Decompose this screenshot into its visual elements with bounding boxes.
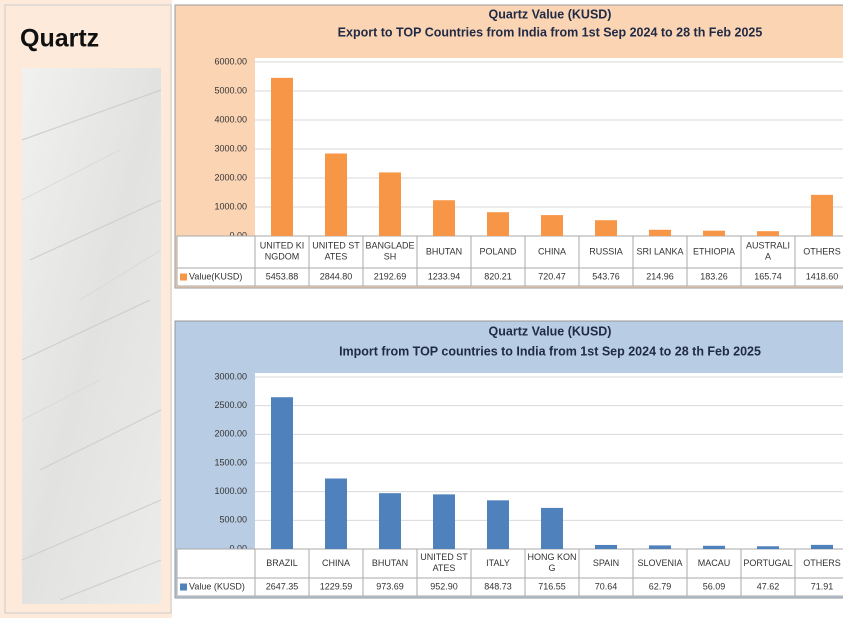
bar	[757, 231, 779, 236]
data-label: 2192.69	[374, 271, 407, 281]
y-tick-label: 2000.00	[214, 429, 247, 439]
y-tick-label: 500.00	[219, 515, 247, 525]
x-tick-label: AUSTRALI A	[746, 241, 790, 262]
bar	[703, 230, 725, 236]
x-tick-label: BHUTAN	[426, 246, 462, 256]
bar	[811, 194, 833, 236]
y-tick-label: 1500.00	[214, 457, 247, 467]
y-tick-label: 5000.00	[214, 85, 247, 95]
y-tick-label: 4000.00	[214, 114, 247, 124]
legend-label: Value(KUSD)	[189, 271, 242, 281]
x-tick-label: SRI LANKA	[636, 246, 683, 256]
y-tick-label: 2000.00	[214, 172, 247, 182]
legend-label: Value (KUSD)	[189, 581, 245, 591]
x-tick-label: MACAU	[698, 558, 731, 568]
bar	[595, 544, 617, 549]
x-tick-label: SLOVENIA	[637, 558, 682, 568]
data-label: 973.69	[376, 581, 404, 591]
data-label: 5453.88	[266, 271, 299, 281]
data-table	[176, 548, 843, 597]
side-frame	[4, 4, 172, 614]
data-label: 165.74	[754, 271, 782, 281]
bar	[433, 494, 455, 549]
data-label: 820.21	[484, 271, 512, 281]
data-table	[176, 235, 843, 287]
x-tick-label: ITALY	[486, 558, 510, 568]
y-tick-label: 3000.00	[214, 371, 247, 381]
y-tick-label: 0.00	[229, 543, 247, 553]
page-title: Quartz	[20, 25, 99, 53]
bar	[325, 478, 347, 549]
legend-swatch	[180, 273, 187, 281]
x-tick-label: PORTUGAL	[743, 558, 792, 568]
x-tick-label: CHINA	[322, 558, 350, 568]
bar	[541, 507, 563, 549]
data-label: 543.76	[592, 271, 620, 281]
x-tick-label: OTHERS	[803, 558, 841, 568]
data-label: 71.91	[811, 581, 834, 591]
data-label: 952.90	[430, 581, 458, 591]
chart-subtitle: Export to TOP Countries from India from …	[338, 25, 763, 39]
legend-swatch	[180, 583, 187, 591]
chart-title: Quartz Value (KUSD)	[489, 324, 612, 338]
y-tick-label: 3000.00	[214, 143, 247, 153]
data-label: 1418.60	[806, 271, 839, 281]
data-label: 1233.94	[428, 271, 461, 281]
chart-subtitle: Import from TOP countries to India from …	[339, 344, 761, 358]
y-tick-label: 1000.00	[214, 486, 247, 496]
x-tick-label: UNITED ST ATES	[420, 552, 468, 573]
x-tick-label: BHUTAN	[372, 558, 408, 568]
x-tick-label: BRAZIL	[266, 558, 298, 568]
data-label: 214.96	[646, 271, 674, 281]
x-tick-label: UNITED ST ATES	[312, 241, 360, 262]
marble-image	[21, 68, 162, 604]
x-tick-label: ETHIOPIA	[693, 246, 735, 256]
data-label: 70.64	[595, 581, 618, 591]
y-tick-label: 0.00	[229, 230, 247, 240]
data-label: 1229.59	[320, 581, 353, 591]
data-label: 56.09	[703, 581, 726, 591]
bar	[649, 545, 671, 549]
x-tick-label: UNITED KI NGDOM	[260, 241, 305, 262]
data-label: 2647.35	[266, 581, 299, 591]
x-tick-label: OTHERS	[803, 246, 841, 256]
bar	[271, 77, 293, 236]
y-tick-label: 1000.00	[214, 201, 247, 211]
chart: Quartz Value (KUSD) Import from TOP count…	[174, 320, 843, 599]
bar	[379, 172, 401, 236]
bar	[541, 215, 563, 236]
data-label: 2844.80	[320, 271, 353, 281]
data-label: 720.47	[538, 271, 566, 281]
bar	[649, 229, 671, 236]
x-tick-label: CHINA	[538, 246, 566, 256]
bar	[757, 546, 779, 549]
x-tick-label: POLAND	[479, 246, 517, 256]
bar	[487, 500, 509, 549]
data-label: 183.26	[700, 271, 728, 281]
chart-title: Quartz Value (KUSD)	[489, 7, 612, 21]
bar	[379, 493, 401, 549]
y-tick-label: 2500.00	[214, 400, 247, 410]
data-label: 848.73	[484, 581, 512, 591]
x-tick-label: SPAIN	[593, 558, 619, 568]
data-label: 47.62	[757, 581, 780, 591]
y-tick-label: 6000.00	[214, 56, 247, 66]
bar	[703, 545, 725, 549]
x-tick-label: RUSSIA	[589, 246, 623, 256]
bar	[433, 200, 455, 236]
bar	[325, 153, 347, 236]
bar	[487, 212, 509, 236]
data-label: 62.79	[649, 581, 672, 591]
chart: Quartz Value (KUSD) Export to TOP Countri…	[174, 4, 843, 289]
data-label: 716.55	[538, 581, 566, 591]
bar	[595, 220, 617, 236]
x-tick-label: BANGLADE SH	[365, 241, 414, 262]
plot-area	[255, 58, 843, 236]
bar	[811, 544, 833, 549]
x-tick-label: HONG KON G	[527, 552, 576, 573]
bar	[271, 397, 293, 549]
